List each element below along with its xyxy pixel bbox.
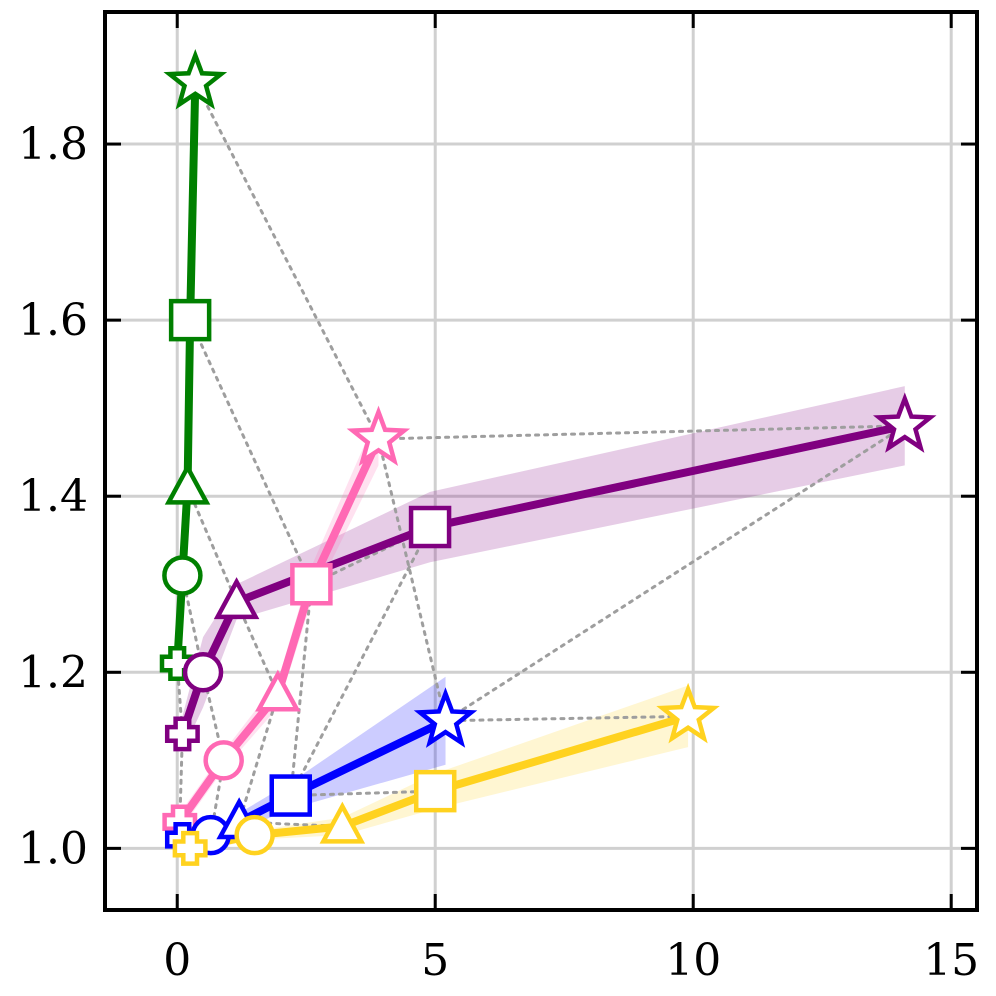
star-marker [413,687,478,748]
circle-marker [182,652,224,693]
x-tick-label: 0 [163,935,191,986]
triangle-marker [164,462,211,505]
dotted-link [289,582,437,798]
cross-marker [172,830,208,866]
circle-marker [162,555,203,596]
y-tick-labels: 1.0 1.2 1.4 1.6 1.8 [18,119,88,874]
circle-marker [203,740,244,781]
dotted-link [289,525,432,798]
y-tick-label: 1.8 [18,119,88,170]
y-tick-label: 1.0 [18,823,88,874]
square-marker [413,769,457,813]
triangle-marker [255,669,301,712]
series-markers [159,48,937,866]
circle-marker [234,814,275,856]
y-tick-label: 1.4 [18,471,88,522]
x-tick-label: 15 [923,935,979,986]
series-band [182,386,905,752]
square-marker [290,563,333,606]
star-marker [872,392,937,453]
x-tick-label: 5 [421,935,449,986]
plot-frame [103,10,979,912]
x-tick-label: 10 [665,935,721,986]
star-marker [656,682,720,744]
dotted-link [237,692,344,828]
y-tick-label: 1.6 [18,295,88,346]
square-marker [269,774,313,817]
star-marker [163,48,228,110]
axis-ticks [105,12,977,910]
dotted-link [444,424,907,723]
cross-marker [164,716,200,752]
dotted-link [193,80,907,441]
square-marker [168,298,212,342]
series-band [182,676,446,844]
triangle-marker [319,801,366,844]
star-marker [346,405,411,466]
grid [105,12,977,910]
x-tick-labels: 0 5 10 15 [163,935,979,986]
triangle-marker [213,577,260,620]
y-tick-label: 1.2 [18,647,88,698]
square-marker [408,505,452,549]
